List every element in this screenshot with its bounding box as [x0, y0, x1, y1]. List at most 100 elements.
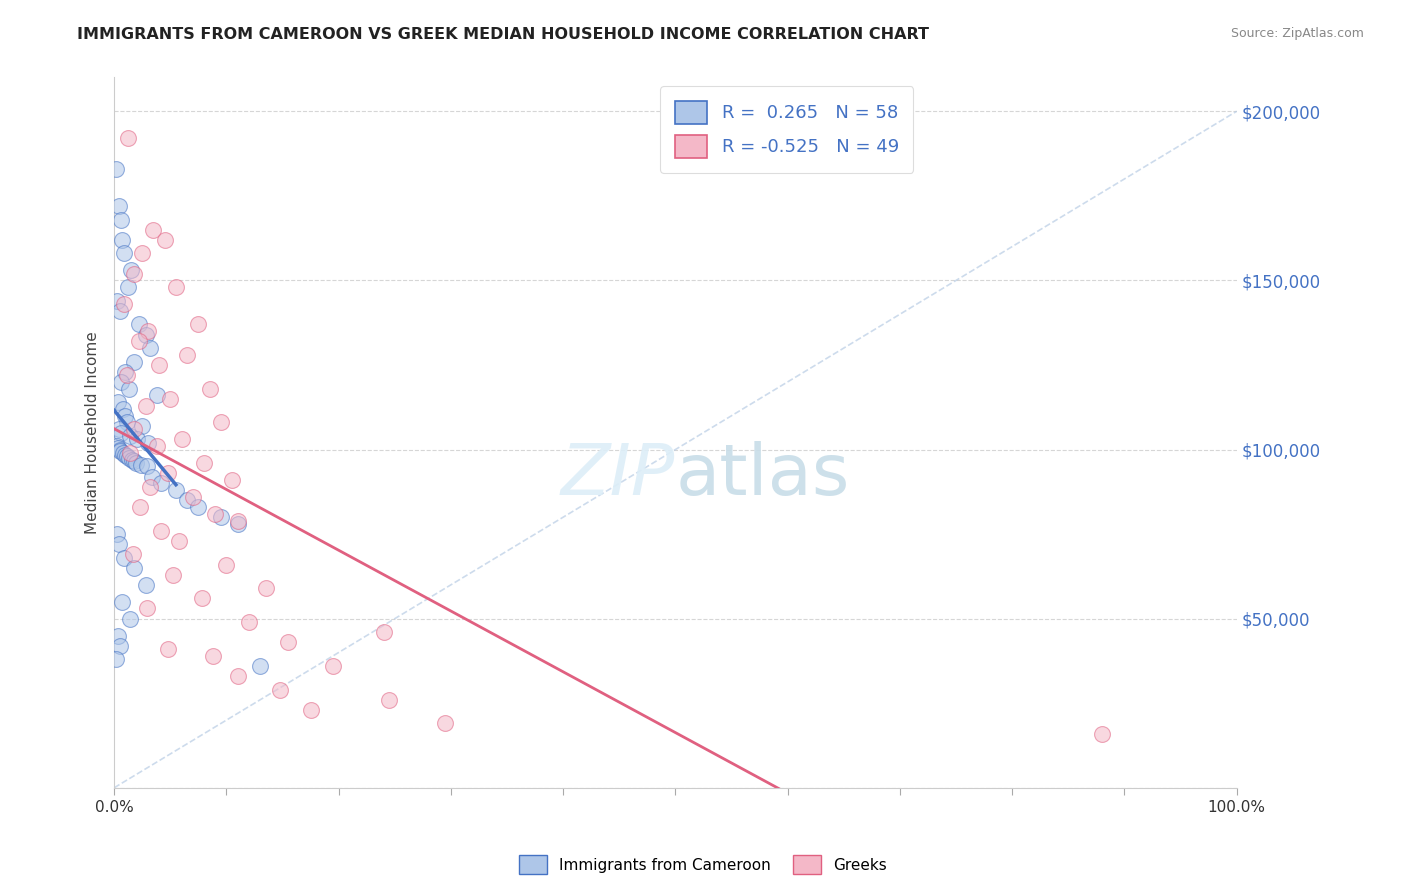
Point [135, 601, 157, 615]
Point [162, 567, 184, 582]
Point [124, 561, 146, 575]
Point [124, 354, 146, 368]
Point [226, 514, 249, 528]
Point [118, 429, 141, 443]
Point [277, 635, 299, 649]
Point [112, 401, 135, 416]
Point [269, 682, 291, 697]
Point [157, 466, 180, 480]
Point [157, 642, 180, 657]
Point [226, 669, 249, 683]
Point [226, 516, 249, 531]
Point [118, 450, 141, 465]
Point [142, 222, 165, 236]
Point [110, 425, 132, 440]
Point [118, 382, 141, 396]
Point [373, 625, 395, 640]
Point [124, 267, 146, 281]
Point [105, 527, 128, 541]
Point [159, 392, 181, 406]
Point [105, 439, 128, 453]
Point [165, 483, 187, 497]
Point [114, 448, 136, 462]
Point [114, 409, 136, 423]
Point [135, 459, 157, 474]
Point [115, 416, 138, 430]
Point [111, 446, 134, 460]
Point [215, 558, 238, 572]
Point [209, 416, 232, 430]
Point [176, 493, 198, 508]
Point [150, 476, 173, 491]
Point [139, 341, 162, 355]
Point [299, 703, 322, 717]
Point [249, 659, 271, 673]
Point [105, 652, 128, 666]
Point [112, 246, 135, 260]
Point [129, 458, 152, 472]
Point [114, 365, 136, 379]
Point [190, 591, 212, 606]
Point [139, 480, 162, 494]
Point [254, 581, 277, 595]
Point [148, 358, 170, 372]
Point [107, 395, 129, 409]
Point [129, 500, 152, 514]
Point [204, 507, 226, 521]
Point [108, 303, 131, 318]
Point [181, 490, 204, 504]
Point [104, 161, 127, 176]
Point [322, 659, 344, 673]
Point [121, 452, 143, 467]
Point [112, 297, 135, 311]
Point [198, 382, 221, 396]
Point [135, 399, 157, 413]
Point [110, 212, 132, 227]
Point [434, 716, 457, 731]
Point [120, 263, 142, 277]
Point [150, 524, 173, 538]
Point [187, 318, 209, 332]
Point [209, 510, 232, 524]
Point [108, 537, 131, 551]
Legend: R =  0.265   N = 58, R = -0.525   N = 49: R = 0.265 N = 58, R = -0.525 N = 49 [661, 87, 914, 172]
Point [135, 578, 157, 592]
Point [111, 595, 134, 609]
Point [146, 388, 169, 402]
Point [128, 334, 150, 349]
Point [110, 444, 132, 458]
Legend: Immigrants from Cameroon, Greeks: Immigrants from Cameroon, Greeks [513, 849, 893, 880]
Point [122, 547, 145, 561]
Point [176, 348, 198, 362]
Point [378, 693, 401, 707]
Text: Source: ZipAtlas.com: Source: ZipAtlas.com [1230, 27, 1364, 40]
Point [108, 422, 131, 436]
Point [141, 469, 163, 483]
Point [125, 456, 148, 470]
Point [131, 246, 153, 260]
Point [135, 327, 157, 342]
Point [115, 450, 138, 464]
Point [122, 454, 145, 468]
Point [117, 280, 139, 294]
Point [136, 324, 159, 338]
Text: ZIP: ZIP [561, 441, 675, 509]
Point [112, 550, 135, 565]
Point [187, 500, 209, 514]
Point [124, 422, 146, 436]
Point [125, 433, 148, 447]
Point [110, 375, 132, 389]
Point [110, 639, 132, 653]
Point [1091, 726, 1114, 740]
Point [111, 233, 134, 247]
Y-axis label: Median Household Income: Median Household Income [86, 331, 100, 534]
Point [107, 199, 129, 213]
Text: IMMIGRANTS FROM CAMEROON VS GREEK MEDIAN HOUSEHOLD INCOME CORRELATION CHART: IMMIGRANTS FROM CAMEROON VS GREEK MEDIAN… [77, 27, 929, 42]
Point [170, 433, 193, 447]
Point [221, 473, 243, 487]
Point [128, 318, 150, 332]
Point [193, 456, 215, 470]
Point [115, 368, 138, 383]
Point [108, 442, 131, 457]
Point [131, 418, 153, 433]
